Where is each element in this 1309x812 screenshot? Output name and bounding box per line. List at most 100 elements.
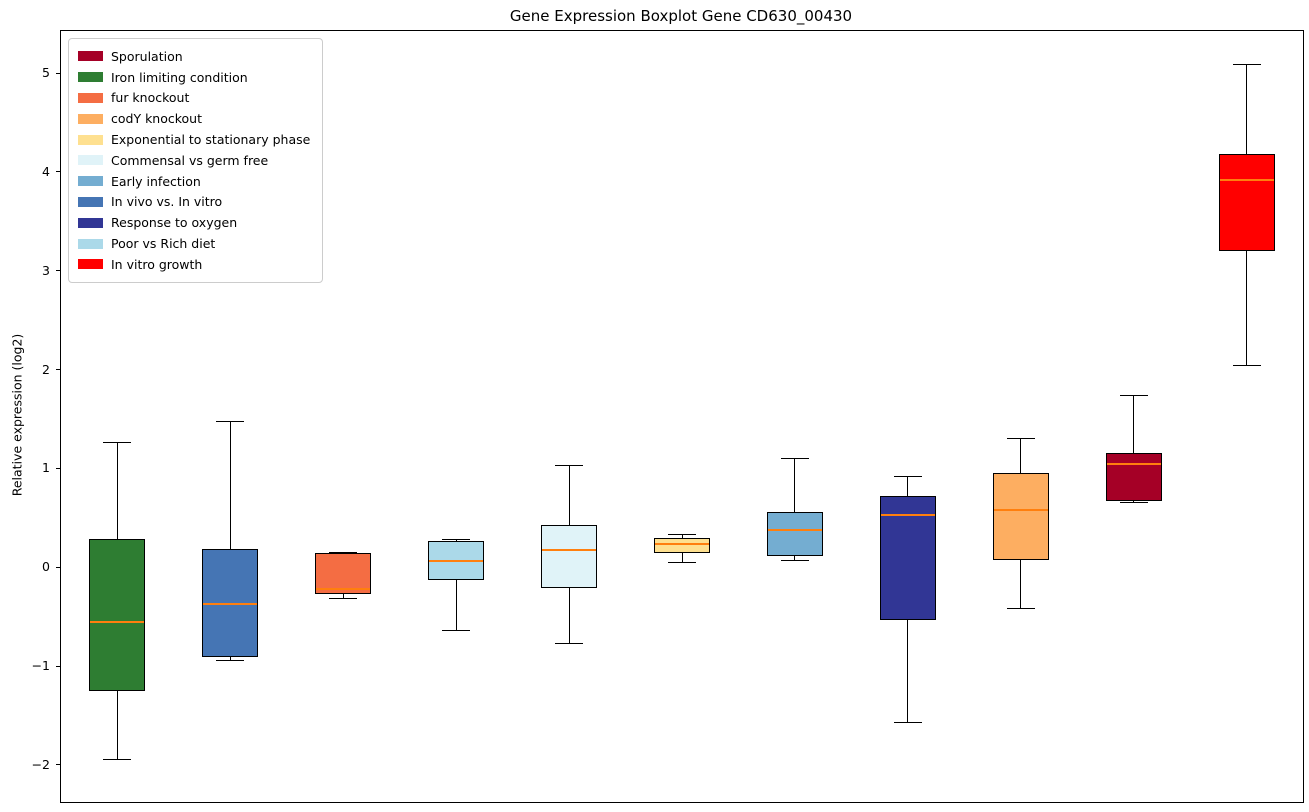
whisker-lower [116,690,118,760]
whisker-cap-upper [442,538,471,540]
y-tick-mark [56,764,60,766]
box-rect [1218,154,1275,251]
box-rect [1105,452,1162,502]
whisker-upper [568,465,570,525]
whisker-upper [229,420,231,549]
median-line [1106,463,1161,466]
whisker-upper [1133,395,1135,453]
whisker-cap-lower [442,629,471,631]
y-tick-label: 1 [42,460,50,476]
y-tick-mark [56,467,60,469]
median-line [90,620,145,623]
cody-knockout-swatch-icon [78,113,103,124]
y-tick-label: 3 [42,262,50,278]
y-tick-label: 0 [42,559,50,575]
legend-item-exponential-to-stationary-phase: Exponential to stationary phase [78,129,310,150]
box-rect [879,496,936,620]
y-tick-label: 2 [42,361,50,377]
y-tick-mark [56,566,60,568]
whisker-lower [907,619,909,722]
legend-item-in-vivo-vs-in-vitro: In vivo vs. In vitro [78,192,310,213]
legend-label: Sporulation [111,48,183,64]
whisker-lower [568,588,570,644]
whisker-lower [342,593,344,598]
sporulation-swatch-icon [78,51,103,62]
whisker-cap-upper [329,552,358,554]
whisker-cap-lower [668,562,696,564]
response-to-oxygen-swatch-icon [78,217,103,228]
y-tick-label: 4 [42,163,50,179]
whisker-lower [681,553,683,563]
box-rect [654,537,710,554]
whisker-upper [907,476,909,497]
legend-label: Iron limiting condition [111,69,248,85]
y-tick-label: −2 [31,756,50,772]
whisker-cap-upper [1119,395,1148,397]
whisker-cap-upper [1006,437,1035,439]
whisker-cap-upper [780,457,809,459]
y-tick-label: −1 [31,658,50,674]
legend-label: Response to oxygen [111,215,238,231]
whisker-lower [1020,560,1022,608]
exponential-to-stationary-phase-swatch-icon [78,134,103,145]
legend-item-in-vitro-growth: In vitro growth [78,254,310,275]
whisker-cap-lower [1006,607,1035,609]
whisker-cap-lower [1232,364,1261,366]
legend-item-poor-vs-rich-diet: Poor vs Rich diet [78,233,310,254]
whisker-upper [1020,437,1022,474]
whisker-cap-lower [103,759,132,761]
median-line [767,528,822,531]
y-tick-mark [56,171,60,173]
median-line [993,508,1048,511]
whisker-cap-lower [1119,502,1148,504]
whisker-lower [229,657,231,661]
legend: Sporulation Iron limiting condition fur kn… [68,38,324,283]
whisker-lower [1133,501,1135,503]
box-rect [315,553,372,594]
whisker-cap-upper [216,420,245,422]
legend-label: fur knockout [111,90,190,106]
legend-label: In vivo vs. In vitro [111,194,223,210]
whisker-lower [794,556,796,561]
legend-item-sporulation: Sporulation [78,46,310,67]
legend-label: Poor vs Rich diet [111,236,216,252]
in-vitro-growth-swatch-icon [78,259,103,270]
y-tick-mark [56,369,60,371]
plot-area: Sporulation Iron limiting condition fur kn… [60,30,1304,803]
whisker-upper [681,533,683,538]
legend-item-early-infection: Early infection [78,171,310,192]
y-tick-mark [56,72,60,74]
whisker-cap-lower [780,560,809,562]
legend-label: In vitro growth [111,256,203,272]
box-rect [541,524,598,589]
legend-item-iron-limiting-condition: Iron limiting condition [78,67,310,88]
in-vivo-vs-in-vitro-swatch-icon [78,196,103,207]
whisker-cap-upper [1232,64,1261,66]
box-rect [766,511,823,557]
legend-item-cody-knockout: codY knockout [78,108,310,129]
box-rect [89,538,146,691]
whisker-lower [1246,250,1248,365]
legend-item-response-to-oxygen: Response to oxygen [78,212,310,233]
median-line [429,560,484,563]
y-tick-label: 5 [42,65,50,80]
box-rect [992,473,1049,561]
whisker-cap-upper [555,465,584,467]
whisker-upper [794,457,796,512]
whisker-upper [1246,64,1248,155]
median-line [542,548,597,551]
whisker-cap-lower [555,643,584,645]
whisker-lower [455,580,457,630]
whisker-upper [116,441,118,539]
whisker-cap-upper [668,533,696,535]
median-line [203,602,258,605]
poor-vs-rich-diet-swatch-icon [78,238,103,249]
whisker-cap-lower [216,660,245,662]
legend-label: Exponential to stationary phase [111,132,311,148]
whisker-cap-lower [893,721,922,723]
commensal-vs-germ-free-swatch-icon [78,155,103,166]
legend-label: Early infection [111,173,201,189]
chart-title: Gene Expression Boxplot Gene CD630_00430 [509,7,853,25]
iron-limiting-condition-swatch-icon [78,72,103,83]
